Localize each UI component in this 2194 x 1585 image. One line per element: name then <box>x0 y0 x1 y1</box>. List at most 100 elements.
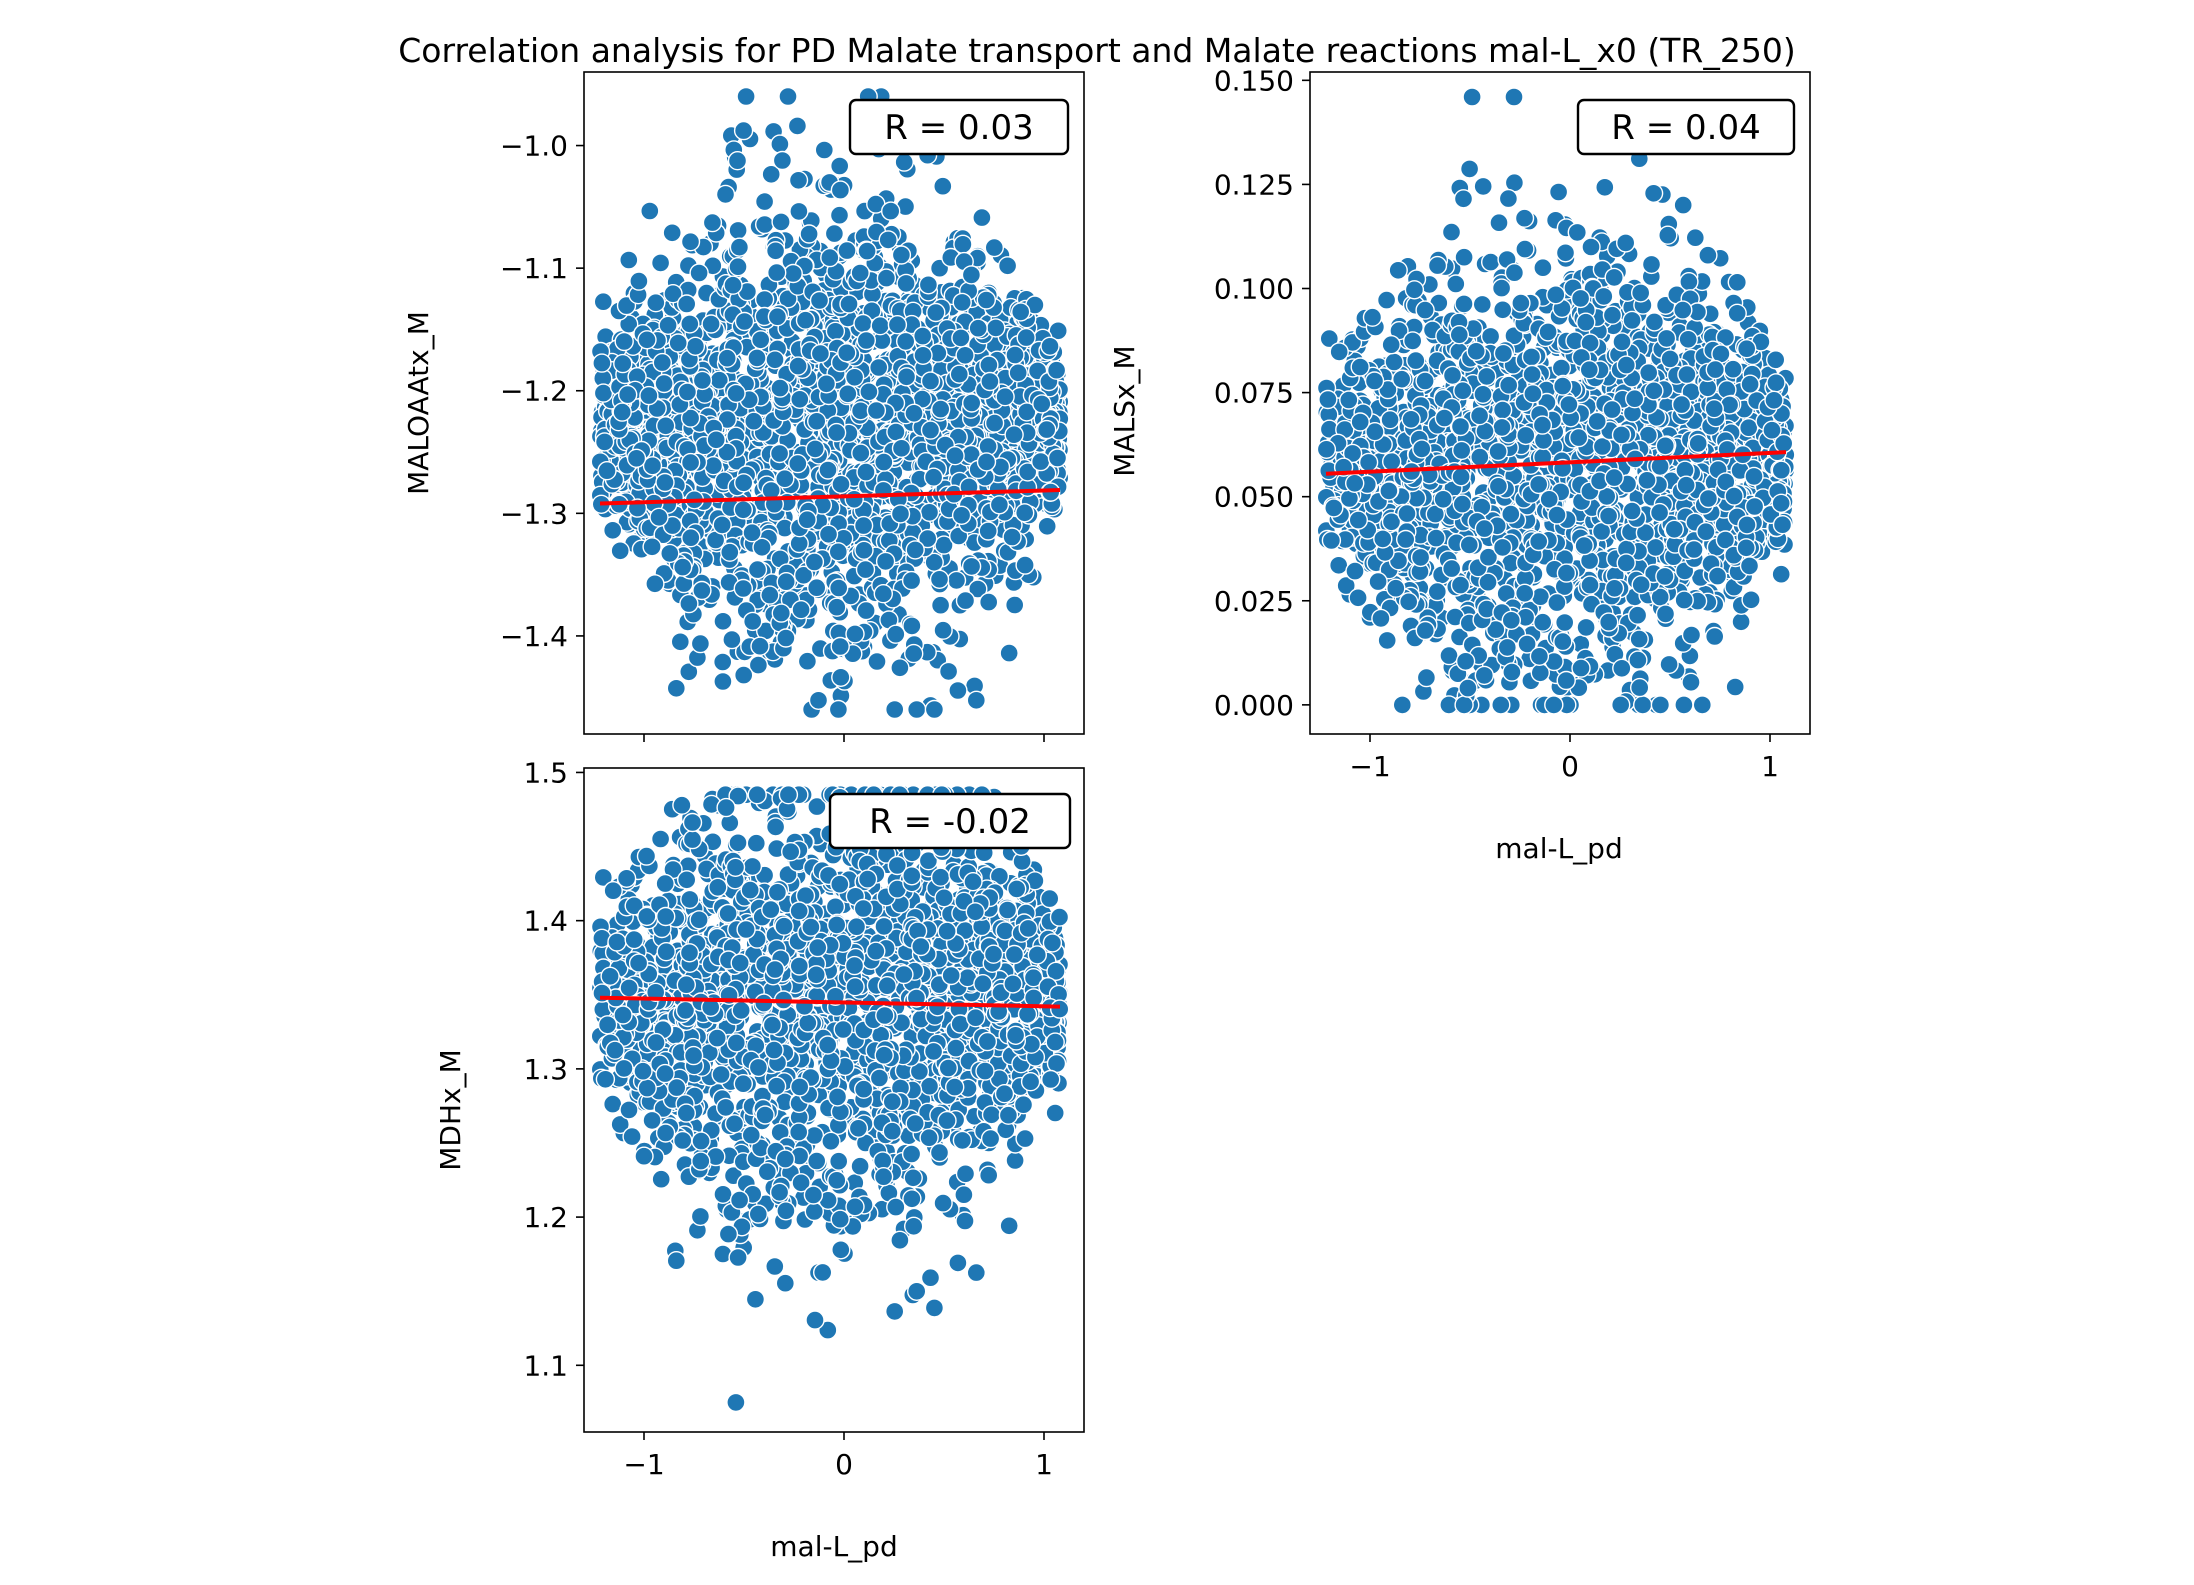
scatter-point <box>1473 176 1493 197</box>
scatter-point <box>896 331 916 352</box>
scatter-point <box>1612 658 1632 678</box>
scatter-point <box>890 658 910 678</box>
scatter-point <box>654 373 674 394</box>
scatter-point <box>1470 447 1490 467</box>
scatter-point <box>1497 637 1518 658</box>
scatter-point <box>1635 523 1656 543</box>
scatter-point <box>1580 575 1600 595</box>
scatter-point <box>946 570 967 591</box>
scatter-point <box>938 661 959 682</box>
scatter-point <box>1425 504 1446 524</box>
scatter-point <box>853 515 874 536</box>
scatter-point <box>771 603 791 623</box>
scatter-point <box>1715 530 1736 550</box>
scatter-point <box>907 699 927 720</box>
scatter-point <box>1454 294 1474 314</box>
scatter-point <box>948 680 968 701</box>
y-tick-label: −1.2 <box>500 375 568 408</box>
scatter-point <box>677 294 697 314</box>
scatter-point <box>968 579 988 599</box>
scatter-point <box>619 250 639 270</box>
scatter-point <box>680 452 701 473</box>
scatter-point <box>1348 588 1368 608</box>
scatter-point <box>614 331 634 352</box>
scatter-point <box>885 699 905 720</box>
scatter-point <box>818 460 838 480</box>
scatter-point <box>662 223 682 243</box>
scatter-point <box>807 411 827 431</box>
scatter-point <box>1388 260 1408 280</box>
y-tick-label: −1.4 <box>500 620 568 653</box>
scatter-point <box>1398 592 1419 612</box>
scatter-point <box>772 150 793 171</box>
scatter-point <box>984 237 1004 258</box>
scatter-point <box>713 611 733 631</box>
scatter-point <box>962 393 982 413</box>
scatter-point <box>726 383 746 404</box>
scatter-point <box>1592 436 1613 457</box>
scatter-point <box>1602 305 1623 325</box>
scatter-point <box>1032 394 1052 414</box>
scatter-point <box>713 652 733 672</box>
scatter-point <box>744 411 764 431</box>
scatter-point <box>1489 212 1509 233</box>
scatter-point <box>767 262 787 283</box>
scatter-point <box>750 636 770 656</box>
scatter-point <box>1533 258 1553 278</box>
scatter-point <box>1492 300 1513 320</box>
scatter-point <box>797 651 818 671</box>
scatter-point <box>680 408 701 428</box>
scatter-point <box>761 164 781 185</box>
scatter-point <box>845 624 865 644</box>
scatter-point <box>891 438 912 458</box>
scatter-point <box>1631 575 1651 595</box>
scatter-point <box>984 413 1005 433</box>
scatter-point <box>593 292 613 312</box>
scatter-point <box>955 590 976 611</box>
scatter-point <box>692 370 713 391</box>
scatter-point <box>869 357 889 378</box>
scatter-point <box>961 265 982 285</box>
y-tick-label: −1.1 <box>500 252 568 285</box>
scatter-point <box>1556 670 1576 691</box>
scatter-point <box>918 528 938 549</box>
scatter-point <box>896 367 917 387</box>
scatter-point <box>791 600 811 620</box>
scatter-point <box>961 556 982 577</box>
scatter-point <box>701 314 721 334</box>
scatter-point <box>788 453 808 474</box>
scatter-point <box>1047 448 1068 468</box>
scatter-point <box>734 665 754 685</box>
scatter-point <box>976 290 996 310</box>
scatter-point <box>1036 419 1057 440</box>
scatter-point <box>979 592 999 612</box>
scatter-point <box>951 328 971 348</box>
scatter-point <box>1011 302 1031 322</box>
scatter-point <box>1439 645 1459 666</box>
scatter-point <box>736 86 756 107</box>
scatter-point <box>1415 300 1435 320</box>
scatter-point <box>1017 402 1037 422</box>
scatter-point <box>952 292 972 313</box>
scatter-point <box>789 201 809 222</box>
scatter-point <box>1462 87 1482 107</box>
scatter-point <box>626 448 647 468</box>
scatter-point <box>1501 504 1521 524</box>
scatter-point <box>1014 503 1035 523</box>
scatter-point <box>1492 400 1513 420</box>
scatter-point <box>685 336 706 356</box>
scatter-point <box>1731 612 1751 632</box>
scatter-point <box>1610 695 1631 715</box>
scatter-point <box>1650 695 1671 715</box>
scatter-point <box>729 237 750 257</box>
scatter-point <box>743 611 763 632</box>
scatter-point <box>1488 441 1508 462</box>
scatter-point <box>690 633 711 654</box>
scatter-point <box>1402 331 1423 351</box>
scatter-point <box>1553 631 1573 652</box>
scatter-point <box>1554 612 1575 633</box>
scatter-point <box>805 439 825 459</box>
scatter-point <box>1416 667 1437 688</box>
scatter-point <box>592 353 612 373</box>
